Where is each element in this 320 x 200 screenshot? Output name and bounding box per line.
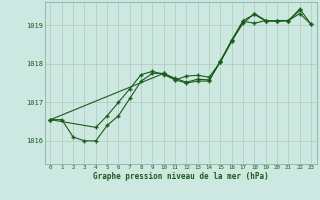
X-axis label: Graphe pression niveau de la mer (hPa): Graphe pression niveau de la mer (hPa) [93,172,269,181]
